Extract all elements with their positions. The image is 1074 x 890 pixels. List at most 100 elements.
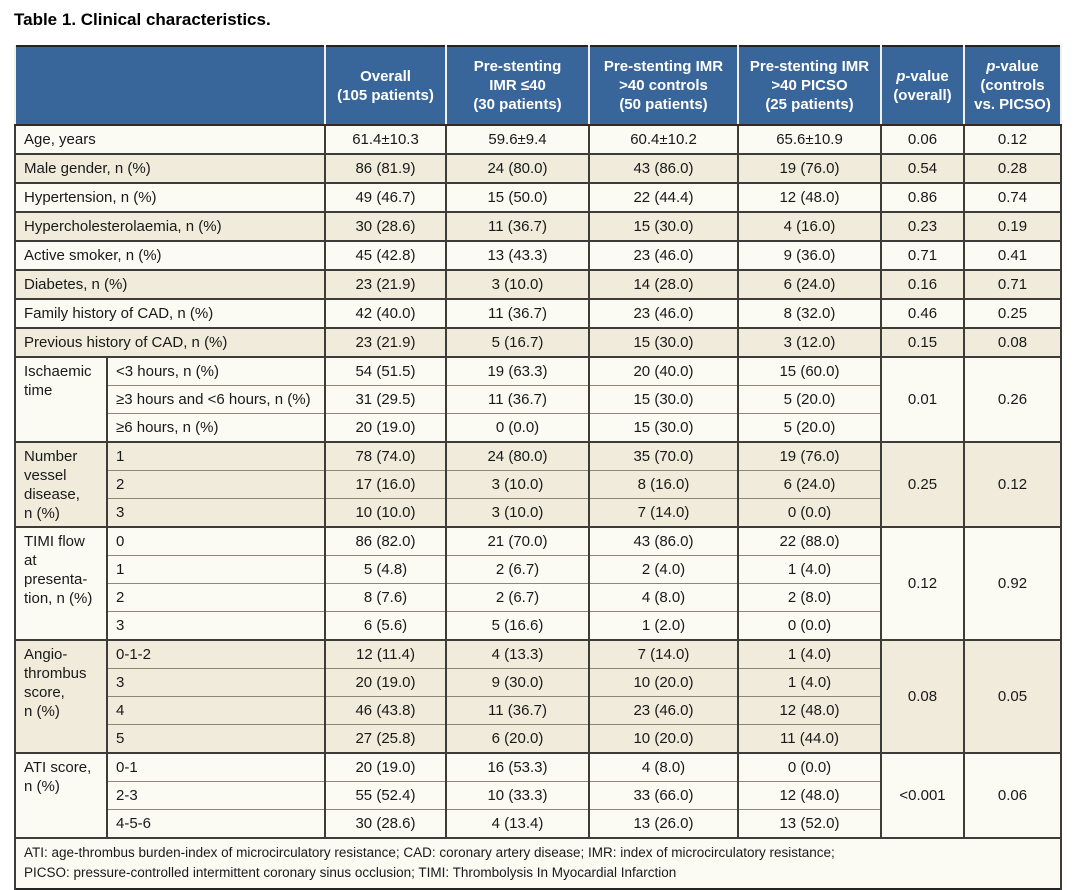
footnote-row: ATI: age-thrombus burden-index of microc… [14,837,1062,889]
value-cell: 24 (80.0) [445,153,590,184]
value-cell: 9 (30.0) [445,668,590,697]
value-cell: 13 (26.0) [588,809,739,839]
value-cell: 6 (24.0) [737,470,882,499]
value-cell: 1 (4.0) [737,555,882,584]
row-label: 2 [106,470,326,499]
value-cell: 0 (0.0) [737,752,882,782]
value-cell: 8 (32.0) [737,298,882,329]
value-cell: 0 (0.0) [737,611,882,641]
value-cell: 14 (28.0) [588,269,739,300]
table-row: ≥3 hours and <6 hours, n (%) 31 (29.5) 11 … [15,385,1061,414]
p-overall-cell: 0.12 [880,526,965,641]
row-label: Male gender, n (%) [14,153,326,184]
value-cell: 11 (44.0) [737,724,882,754]
group-label: Number vessel disease, n (%) [14,441,108,528]
value-cell: 11 (36.7) [445,385,590,414]
value-cell: 23 (21.9) [324,269,447,300]
value-cell: 24 (80.0) [445,441,590,471]
value-cell: 4 (13.4) [445,809,590,839]
value-cell: 46 (43.8) [324,696,447,725]
row-label: 1 [106,441,326,471]
value-cell: 17 (16.0) [324,470,447,499]
table-row: Angio- thrombus score, n (%) 0-1-2 12 (11.… [14,639,1062,754]
row-label: 5 [106,724,326,754]
value-cell: 86 (81.9) [324,153,447,184]
value-cell: 6 (5.6) [324,611,447,641]
table-row: Previous history of CAD, n (%) 23 (21.9) 5… [14,327,1062,358]
value-cell: 43 (86.0) [588,153,739,184]
value-cell: 5 (20.0) [737,385,882,414]
value-cell: 8 (16.0) [588,470,739,499]
value-cell: 3 (10.0) [445,269,590,300]
row-label: Hypercholesterolaemia, n (%) [14,211,326,242]
p-controls-vs-picso-cell: 0.08 [963,327,1062,358]
row-label: Diabetes, n (%) [14,269,326,300]
value-cell: 20 (40.0) [588,356,739,386]
clinical-characteristics-table: Overall (105 patients) Pre-stenting IMR ≤40… [14,45,1062,890]
row-label: 0-1-2 [106,639,326,669]
p-overall-cell: 0.86 [880,182,965,213]
value-cell: 15 (30.0) [588,413,739,443]
header-col-overall: Overall (105 patients) [324,46,447,126]
p-overall-cell: 0.01 [880,356,965,443]
p-controls-vs-picso-cell: 0.28 [963,153,1062,184]
table-row: Male gender, n (%) 86 (81.9) 24 (80.0) 43 (… [14,153,1062,184]
value-cell: 20 (19.0) [324,752,447,782]
value-cell: 7 (14.0) [588,639,739,669]
value-cell: 20 (19.0) [324,413,447,443]
value-cell: 27 (25.8) [324,724,447,754]
p-overall-cell: <0.001 [880,752,965,839]
value-cell: 0 (0.0) [445,413,590,443]
value-cell: 3 (10.0) [445,498,590,528]
row-label: 4-5-6 [106,809,326,839]
row-label: 0-1 [106,752,326,782]
row-label: 3 [106,611,326,641]
header-row: Overall (105 patients) Pre-stenting IMR ≤40… [14,46,1062,126]
value-cell: 23 (46.0) [588,696,739,725]
table-row: ATI score, n (%) 0-1 20 (19.0) 16 (53.3) 4 (… [14,752,1062,839]
value-cell: 15 (60.0) [737,356,882,386]
value-cell: 19 (76.0) [737,441,882,471]
table-header: Overall (105 patients) Pre-stenting IMR ≤40… [14,46,1062,126]
p-overall-cell: 0.06 [880,124,965,155]
table-row: Number vessel disease, n (%) 1 78 (74.0) 24… [14,441,1062,528]
value-cell: 22 (88.0) [737,526,882,556]
value-cell: 9 (36.0) [737,240,882,271]
header-col-p-overall: p-value (overall) [880,46,965,126]
value-cell: 65.6±10.9 [737,124,882,155]
p-overall-cell: 0.16 [880,269,965,300]
table-row: 3 10 (10.0) 3 (10.0) 7 (14.0) 0 (0.0) [15,498,1061,528]
value-cell: 5 (4.8) [324,555,447,584]
table-row: Age, years 61.4±10.3 59.6±9.4 60.4±10.2 65.6… [14,124,1062,155]
value-cell: 5 (20.0) [737,413,882,443]
value-cell: 2 (4.0) [588,555,739,584]
p-overall-cell: 0.54 [880,153,965,184]
value-cell: 5 (16.7) [445,327,590,358]
value-cell: 35 (70.0) [588,441,739,471]
row-label: 2 [106,583,326,612]
row-label: 3 [106,498,326,528]
value-cell: 59.6±9.4 [445,124,590,155]
value-cell: 11 (36.7) [445,211,590,242]
value-cell: 1 (4.0) [737,639,882,669]
group-label: Angio- thrombus score, n (%) [14,639,108,754]
table-row: 2 17 (16.0) 3 (10.0) 8 (16.0) 6 (24.0) [15,470,1061,499]
p-controls-vs-picso-cell: 0.12 [963,441,1062,528]
value-cell: 15 (30.0) [588,385,739,414]
value-cell: 61.4±10.3 [324,124,447,155]
table-row: Hypercholesterolaemia, n (%) 30 (28.6) 11 … [14,211,1062,242]
table-footer: ATI: age-thrombus burden-index of microc… [14,837,1062,889]
value-cell: 3 (10.0) [445,470,590,499]
value-cell: 12 (11.4) [324,639,447,669]
value-cell: 43 (86.0) [588,526,739,556]
value-cell: 33 (66.0) [588,781,739,810]
group-label: Ischaemic time [14,356,108,443]
p-controls-vs-picso-cell: 0.74 [963,182,1062,213]
value-cell: 7 (14.0) [588,498,739,528]
p-controls-vs-picso-cell: 0.41 [963,240,1062,271]
value-cell: 12 (48.0) [737,182,882,213]
p-overall-cell: 0.46 [880,298,965,329]
p-controls-vs-picso-cell: 0.25 [963,298,1062,329]
row-label: Family history of CAD, n (%) [14,298,326,329]
